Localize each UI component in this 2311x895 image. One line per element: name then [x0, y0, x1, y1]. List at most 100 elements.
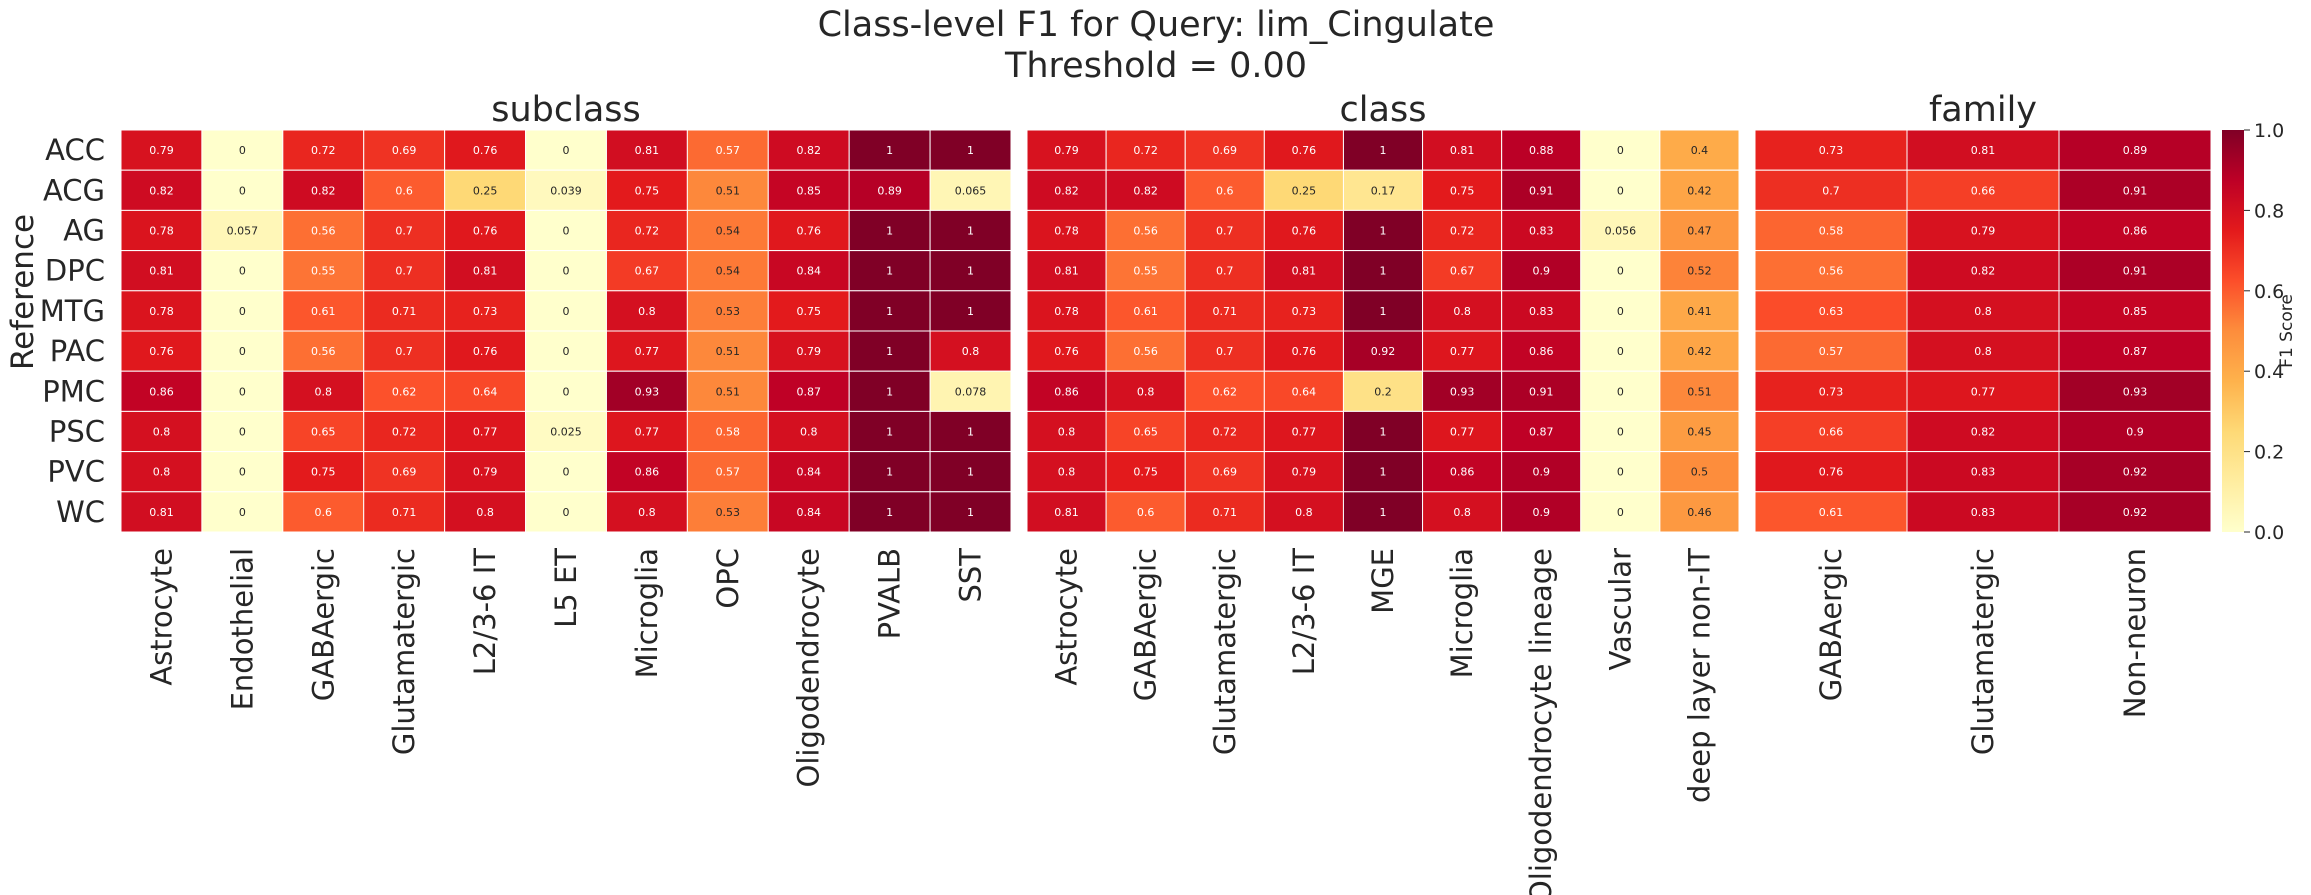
heatmap-cell — [1659, 330, 1740, 372]
cell-value: 0 — [1617, 265, 1624, 278]
heatmap-cell — [686, 129, 769, 171]
heatmap-cell — [2058, 330, 2212, 372]
cell-value: 0.8 — [800, 426, 818, 439]
cell-value: 0.25 — [473, 184, 498, 197]
cell-value: 0.8 — [1295, 506, 1313, 519]
cell-value: 0 — [563, 265, 570, 278]
row-label: DPC — [45, 254, 105, 288]
cell-value: 0.057 — [227, 225, 259, 238]
column-label: L5 ET — [549, 548, 583, 628]
heatmap-cell — [1342, 410, 1424, 453]
heatmap-panels: subclass ACC ACG AG DPC MTG PAC PMC PSC PVC WC 0.79… — [40, 90, 2212, 895]
cell-value: 0.76 — [473, 225, 498, 238]
heatmap-cell — [120, 330, 203, 372]
heatmap-cell — [1659, 370, 1740, 412]
cell-value: 1 — [886, 144, 893, 157]
heatmap-cell — [1580, 330, 1661, 372]
heatmap-cell — [1026, 209, 1107, 252]
colorbar: 0.0 0.2 0.4 0.6 0.8 1.0 F1 Score — [2222, 120, 2297, 544]
cell-value: 0.89 — [2123, 144, 2148, 157]
cell-value: 0.78 — [1054, 305, 1079, 318]
cell-value: 0.8 — [638, 506, 656, 519]
cell-value: 0.84 — [796, 265, 821, 278]
heatmap-cell — [363, 370, 446, 412]
cell-value: 0.77 — [635, 426, 660, 439]
cell-value: 0.025 — [550, 426, 582, 439]
cell-value: 0.51 — [716, 345, 741, 358]
cell-value: 0.9 — [1532, 466, 1550, 479]
cell-value: 0.71 — [1213, 506, 1238, 519]
heatmap-cell — [2058, 491, 2212, 533]
heatmap-cell — [929, 250, 1012, 292]
heatmap-cell — [1754, 169, 1908, 211]
cell-value: 0.62 — [1213, 385, 1238, 398]
cell-value: 0.73 — [1819, 144, 1844, 157]
heatmap-cell — [1184, 491, 1265, 533]
cell-value: 0.17 — [1371, 184, 1396, 197]
heatmap-cell — [686, 491, 769, 533]
cell-value: 0.82 — [1133, 184, 1158, 197]
cell-value: 0.25 — [1292, 184, 1317, 197]
cell-value: 0.6 — [1137, 506, 1155, 519]
cell-value: 0 — [563, 466, 570, 479]
cell-value: 0.56 — [1819, 265, 1844, 278]
heatmap-cell — [120, 129, 203, 171]
heatmap-cell — [1906, 129, 2060, 171]
heatmap-cell — [282, 370, 365, 412]
cell-value: 0.82 — [796, 144, 821, 157]
cell-value: 0.53 — [716, 506, 741, 519]
cell-value: 0.91 — [1529, 385, 1554, 398]
cell-value: 0.7 — [1822, 184, 1840, 197]
heatmap-cell — [525, 330, 607, 372]
heatmap-cell — [929, 491, 1012, 533]
column-label: Astrocyte — [144, 548, 178, 686]
column-label: L2/3-6 IT — [1287, 548, 1321, 676]
cell-value: 0.6 — [1216, 184, 1234, 197]
heatmap-cell — [201, 290, 284, 332]
cell-value: 0.77 — [635, 345, 660, 358]
cell-value: 0 — [239, 466, 246, 479]
row-label: PSC — [49, 415, 105, 449]
cell-value: 0 — [239, 144, 246, 157]
figure-title-line1: Class-level F1 for Query: lim_Cingulate — [818, 5, 1495, 45]
row-label: PMC — [42, 374, 105, 408]
heatmap-cell — [1754, 410, 1908, 453]
cell-value: 0 — [1617, 466, 1624, 479]
column-label: Oligodendrocyte lineage — [1524, 548, 1558, 895]
heatmap-cell — [1184, 209, 1265, 252]
cell-value: 0.51 — [1687, 385, 1712, 398]
cell-value: 0.8 — [1453, 506, 1471, 519]
heatmap-cell — [444, 491, 527, 533]
column-label: MGE — [1366, 548, 1400, 614]
cell-value: 0.9 — [1532, 506, 1550, 519]
cell-value: 0.82 — [1971, 426, 1996, 439]
cell-value: 0.65 — [1133, 426, 1158, 439]
cell-value: 0 — [1617, 426, 1624, 439]
cell-value: 0.056 — [1605, 225, 1637, 238]
heatmap-cell — [525, 169, 607, 211]
heatmap-cell — [1906, 250, 2060, 292]
cell-value: 1 — [886, 345, 893, 358]
heatmap-cell — [605, 410, 688, 453]
cell-value: 0.42 — [1687, 345, 1712, 358]
cell-value: 0.52 — [1687, 265, 1712, 278]
row-label: ACG — [43, 173, 105, 207]
cell-value: 0.56 — [1133, 345, 1158, 358]
cell-value: 1 — [886, 426, 893, 439]
heatmap-cell — [1105, 370, 1186, 412]
cell-value: 0.72 — [1213, 426, 1238, 439]
cell-value: 0.8 — [1058, 466, 1076, 479]
cell-value: 0.8 — [638, 305, 656, 318]
cell-value: 0.81 — [1054, 506, 1079, 519]
heatmap-cell — [525, 129, 607, 171]
row-label: ACC — [45, 133, 105, 167]
heatmap-cell — [2058, 209, 2212, 252]
cell-value: 0.78 — [1054, 225, 1079, 238]
heatmap-cell — [1501, 209, 1582, 252]
heatmap-cell — [1184, 129, 1265, 171]
heatmap-cell — [1184, 370, 1265, 412]
heatmap-cell — [1659, 250, 1740, 292]
cell-value: 0.8 — [1974, 345, 1992, 358]
heatmap-cell — [1501, 169, 1582, 211]
